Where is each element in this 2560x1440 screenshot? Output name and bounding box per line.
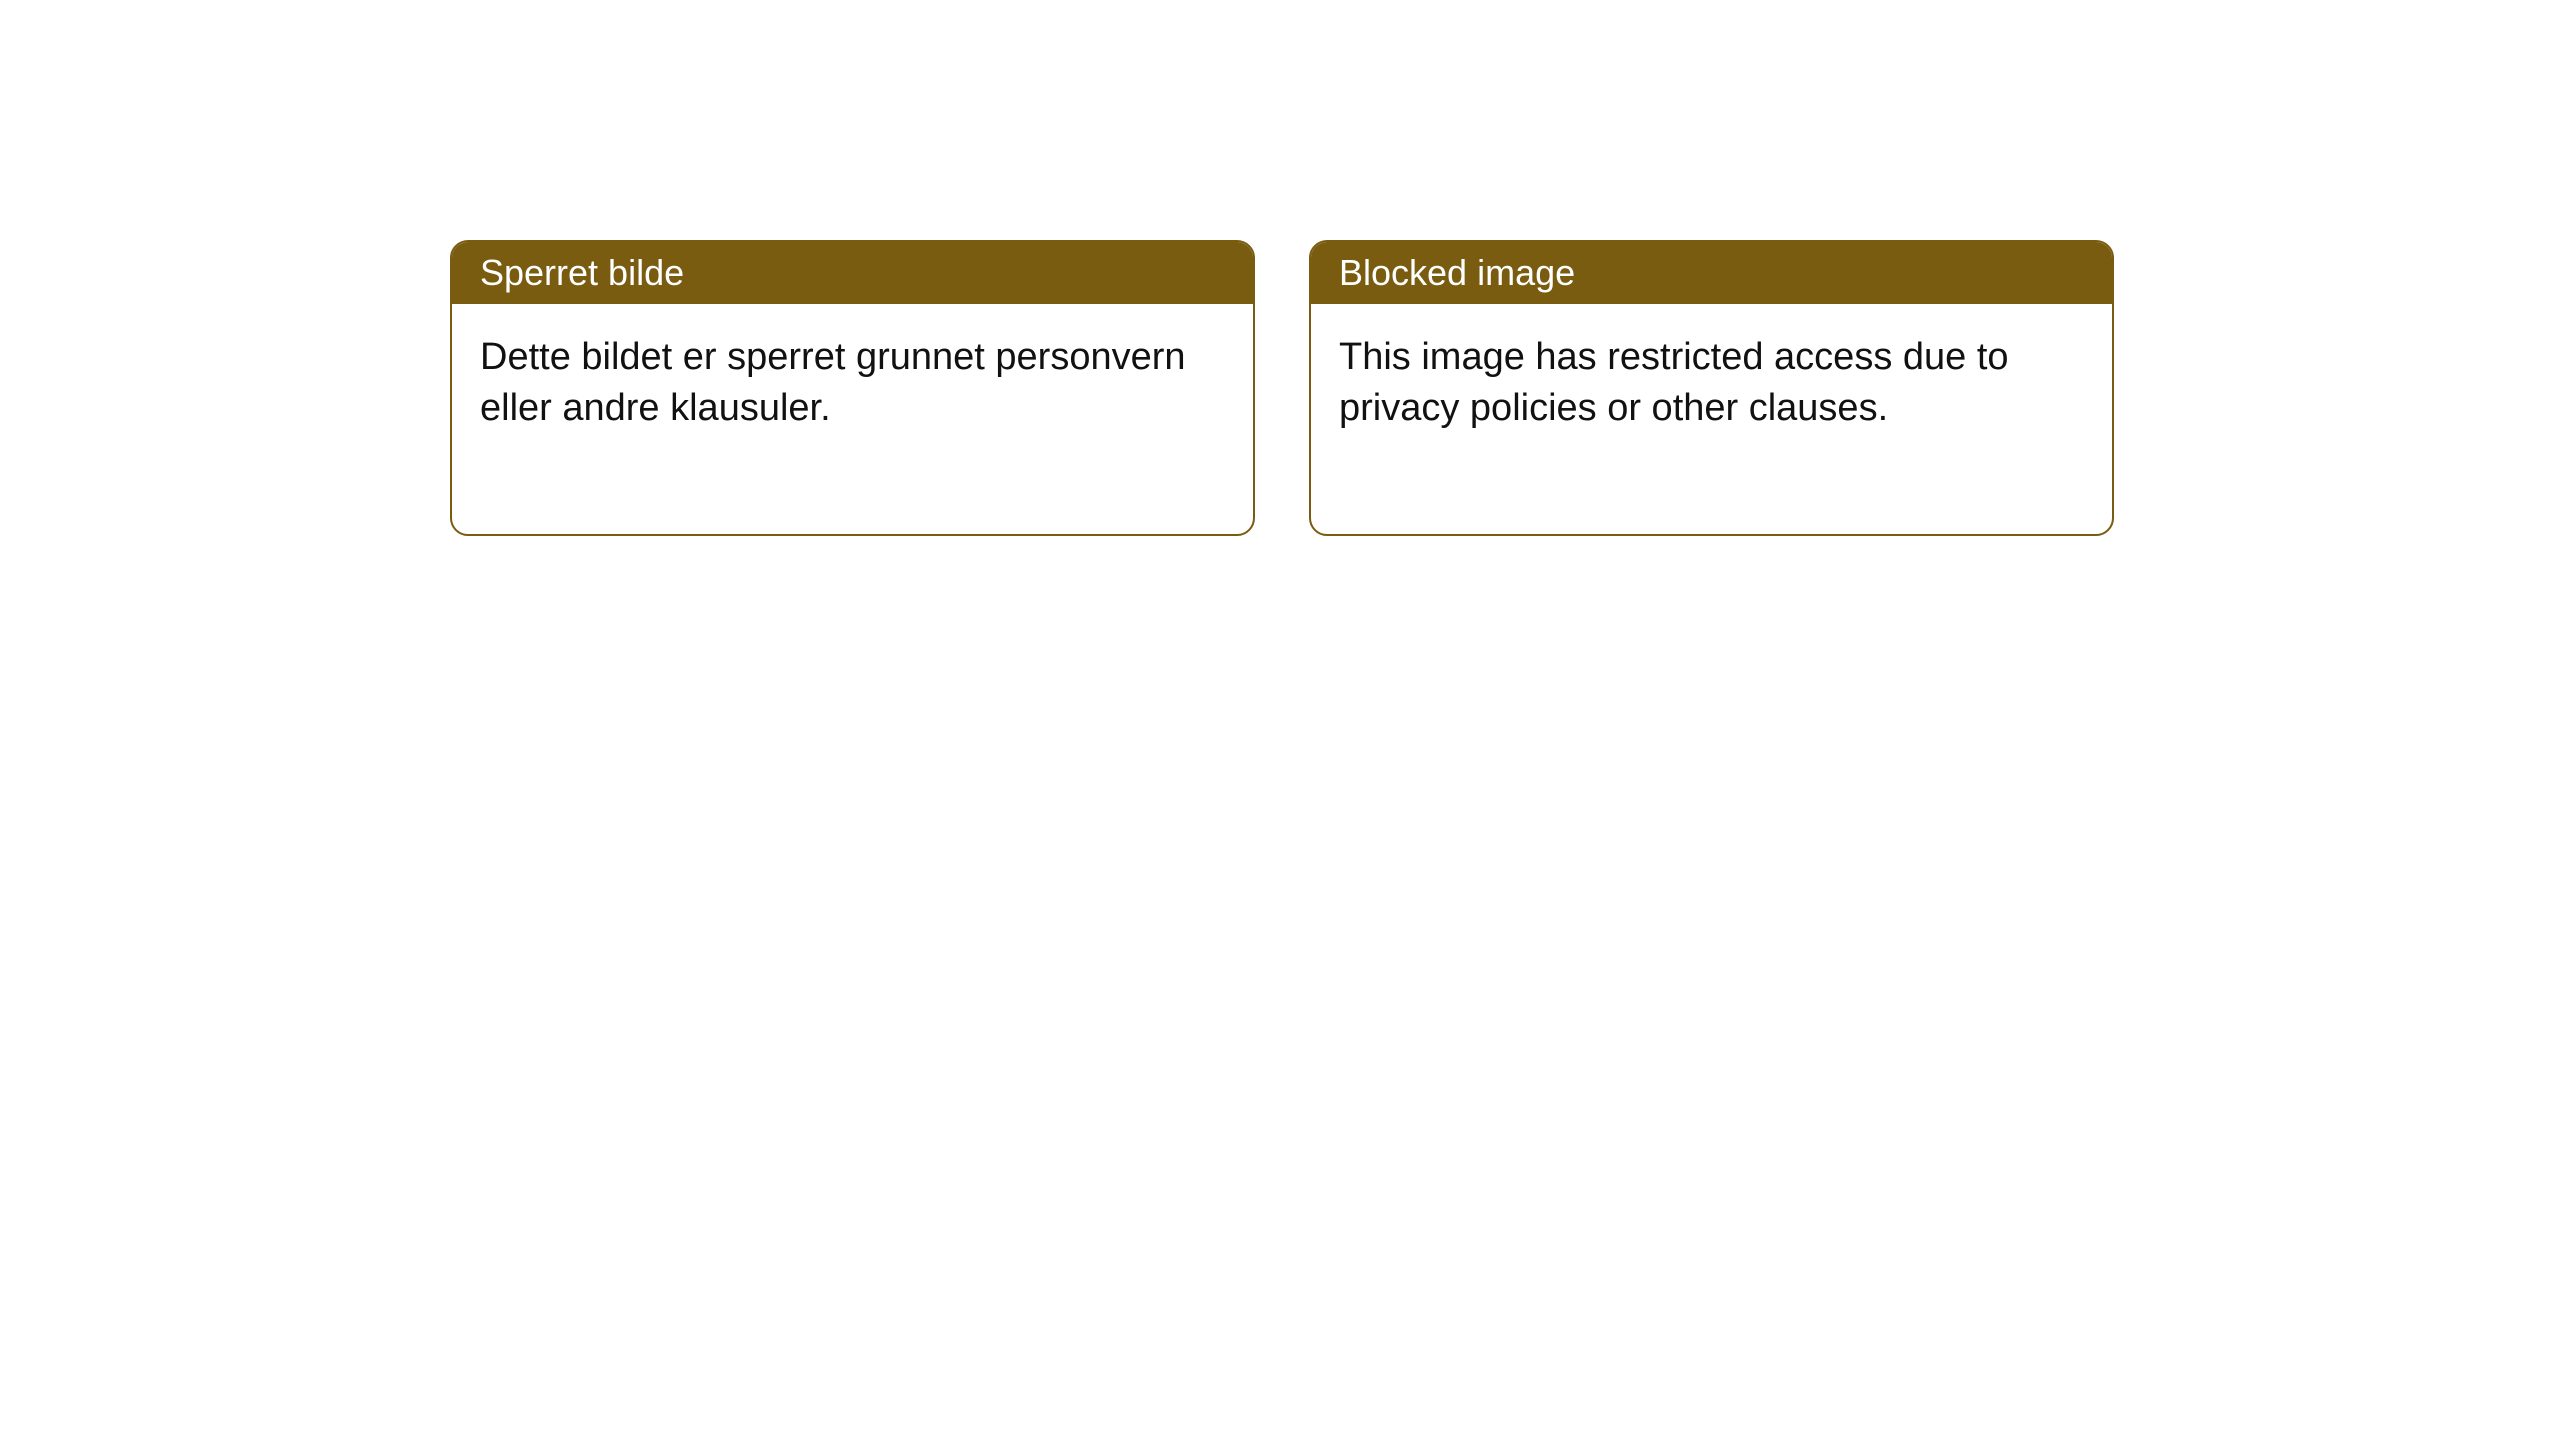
notice-title: Sperret bilde: [452, 242, 1253, 304]
notice-card-norwegian: Sperret bilde Dette bildet er sperret gr…: [450, 240, 1255, 536]
notice-title: Blocked image: [1311, 242, 2112, 304]
notice-card-english: Blocked image This image has restricted …: [1309, 240, 2114, 536]
notice-body: Dette bildet er sperret grunnet personve…: [452, 304, 1253, 534]
notice-container: Sperret bilde Dette bildet er sperret gr…: [0, 0, 2560, 536]
notice-body: This image has restricted access due to …: [1311, 304, 2112, 534]
